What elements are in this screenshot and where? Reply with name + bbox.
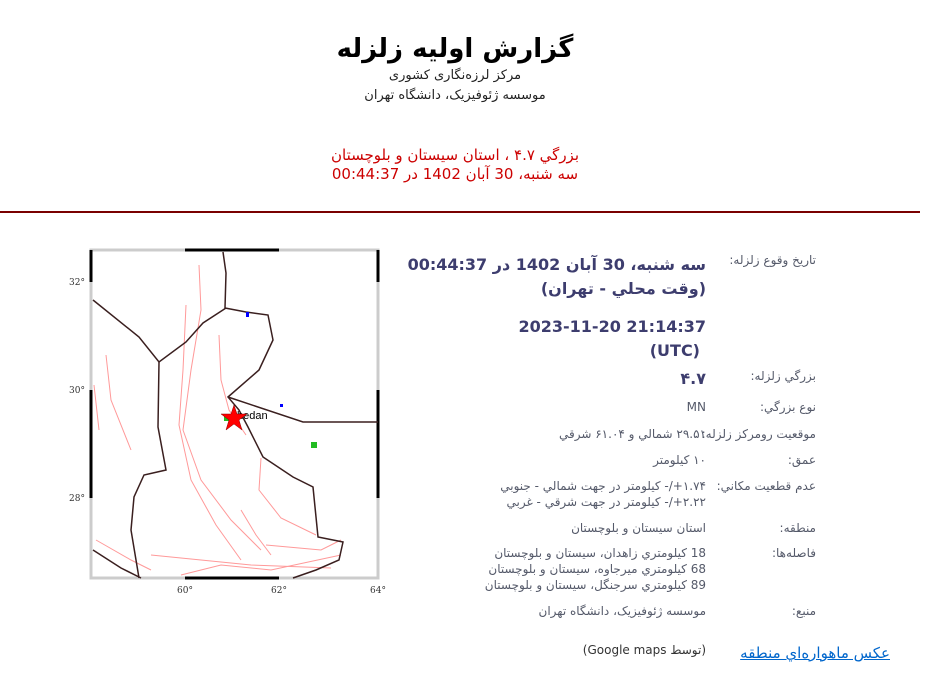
source-value: موسسه ژئوفيزيک، دانشگاه تهران xyxy=(538,604,706,618)
summary-datetime: سه شنبه، 30 آبان 1402 در 00:44:37 xyxy=(331,165,579,183)
date-label: تاريخ وقوع زلزله: xyxy=(729,253,816,267)
lat-tick: 28° xyxy=(69,494,85,504)
station-marker xyxy=(311,442,317,448)
uncertainty-label: عدم قطعيت مکاني: xyxy=(716,479,816,493)
region-label: منطقه: xyxy=(779,521,816,535)
water-body xyxy=(246,312,249,317)
depth-value: ۱۰ کيلومتر xyxy=(653,453,706,467)
subtitle-center: مرکز لرزه‌نگاری کشوری xyxy=(388,68,522,83)
location-value: ۲۹.۵۱ شمالي و ۶۱.۰۴ شرقي xyxy=(559,427,706,441)
magtype-label: نوع بزرگي: xyxy=(759,400,816,414)
satellite-image-link[interactable]: عکس ماهواره‌اي منطقه xyxy=(740,644,890,662)
depth-label: عمق: xyxy=(787,453,816,467)
lon-tick: 60° xyxy=(177,586,193,596)
uncertainty-ew: ۲.۲۲+/- کيلومتر در جهت شرقي - غربي xyxy=(506,495,707,509)
lat-tick: 32° xyxy=(69,278,85,288)
lon-tick: 64° xyxy=(370,586,386,596)
map-frame-ticks xyxy=(89,248,380,580)
date-local: سه شنبه، 30 آبان 1402 در 00:44:37 xyxy=(407,255,706,274)
lon-tick: 62° xyxy=(271,586,287,596)
date-local-note: (وقت محلي - تهران) xyxy=(540,279,706,298)
lat-tick: 30° xyxy=(69,386,85,396)
google-maps-note: (توسط Google maps) xyxy=(582,643,706,657)
subtitle-institute: موسسه ژئوفیزیک، دانشگاه تهران xyxy=(364,88,546,103)
fault-lines xyxy=(93,264,342,576)
date-utc: 2023-11-20 21:14:37 xyxy=(518,317,706,336)
location-label: موقعيت رومرکز زلزله: xyxy=(701,427,816,441)
divider xyxy=(0,211,920,213)
magtype-value: MN xyxy=(686,400,706,414)
source-label: منبع: xyxy=(791,604,816,618)
distance-item: 89 کيلومتري سرجنگل، سيستان و بلوچستان xyxy=(484,578,706,592)
magnitude-value: ۴.۷ xyxy=(680,369,706,388)
epicenter-map: hedan 60° 62° 64° 32° 30° 28° xyxy=(69,248,386,596)
summary-magnitude-region: بزرگي ۴.۷ ، استان سيستان و بلوچستان xyxy=(330,146,580,164)
page-title: گزارش اولیه زلزله xyxy=(336,34,574,64)
city-label-zahedan: hedan xyxy=(237,410,268,422)
uncertainty-ns: ۱.۷۴+/- کيلومتر در جهت شمالي - جنوبي xyxy=(500,479,706,493)
distance-item: 68 کيلومتري ميرجاوه، سيستان و بلوچستان xyxy=(488,562,706,576)
water-body xyxy=(280,404,283,407)
date-utc-note: (UTC) xyxy=(649,341,700,360)
magnitude-label: بزرگي زلزله: xyxy=(750,369,817,383)
distance-item: 18 کيلومتري زاهدان، سيستان و بلوچستان xyxy=(494,546,706,560)
region-value: استان سيستان و بلوچستان xyxy=(571,521,706,535)
borders xyxy=(92,251,378,579)
epicenter-star-icon xyxy=(220,404,248,431)
distances-label: فاصله‌ها: xyxy=(771,546,816,560)
